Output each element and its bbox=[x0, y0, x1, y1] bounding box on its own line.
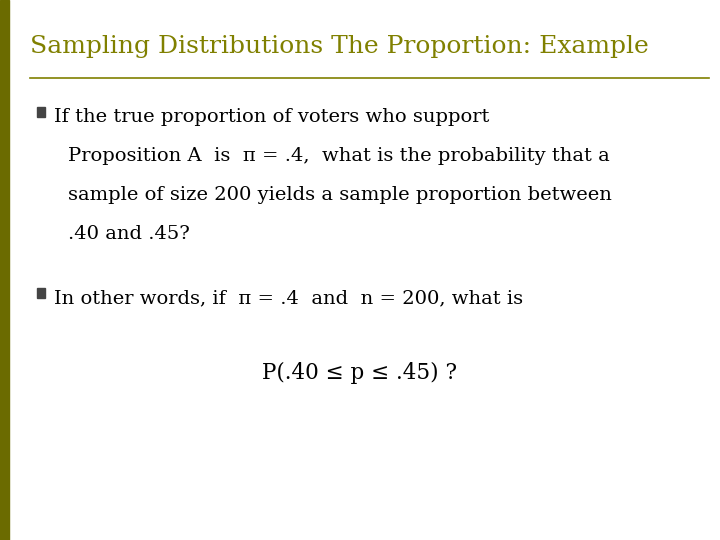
Bar bbox=[37, 107, 45, 117]
Text: Proposition A  is  π = .4,  what is the probability that a: Proposition A is π = .4, what is the pro… bbox=[68, 147, 610, 165]
Text: In other words, if  π = .4  and  n = 200, what is: In other words, if π = .4 and n = 200, w… bbox=[54, 289, 523, 307]
Text: Sampling Distributions The Proportion: Example: Sampling Distributions The Proportion: E… bbox=[30, 35, 649, 58]
Text: .40 and .45?: .40 and .45? bbox=[68, 225, 190, 242]
Text: If the true proportion of voters who support: If the true proportion of voters who sup… bbox=[54, 108, 490, 126]
Bar bbox=[0, 0, 9, 540]
Text: P(.40 ≤ p ≤ .45) ?: P(.40 ≤ p ≤ .45) ? bbox=[263, 362, 457, 384]
Bar bbox=[37, 288, 45, 298]
Text: sample of size 200 yields a sample proportion between: sample of size 200 yields a sample propo… bbox=[68, 186, 612, 204]
